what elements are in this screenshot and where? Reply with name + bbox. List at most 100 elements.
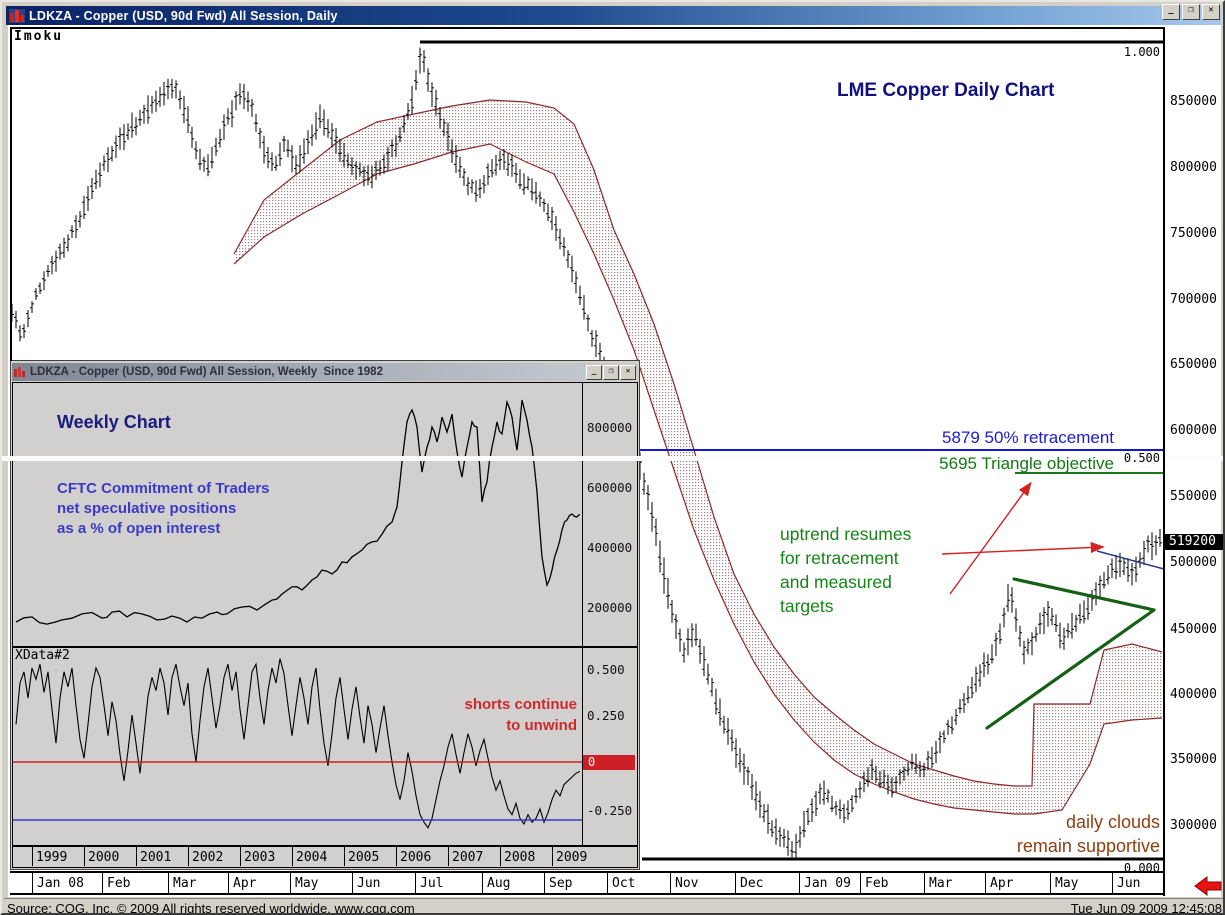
inset-app-icon xyxy=(14,367,25,377)
price-tick-label: 350000 xyxy=(1170,752,1217,767)
price-tick-label: 700000 xyxy=(1170,292,1217,307)
year-label: 2008 xyxy=(504,850,536,865)
clouds-annotation: daily clouds remain supportive xyxy=(1016,812,1160,856)
month-tick xyxy=(32,873,33,893)
plot-top-border xyxy=(10,27,1164,29)
price-tick-label: 500000 xyxy=(1170,555,1217,570)
price-tick-label: 750000 xyxy=(1170,226,1217,241)
month-tick xyxy=(985,873,986,893)
inset-minimize-button[interactable]: _ xyxy=(586,365,602,380)
status-bar: Source: CQG, Inc. © 2009 All rights rese… xyxy=(4,898,1223,915)
uptrend-annotation: uptrend resumes for retracement and meas… xyxy=(780,524,912,616)
inset-window-controls: _ ❐ ✕ xyxy=(586,365,636,380)
plot-left-border xyxy=(10,27,12,361)
month-tick xyxy=(482,873,483,893)
month-tick xyxy=(415,873,416,893)
year-tick xyxy=(344,847,345,866)
month-label: Apr xyxy=(990,876,1014,891)
plot-right-border xyxy=(1163,27,1165,896)
month-tick xyxy=(924,873,925,893)
weekly-chart-canvas[interactable] xyxy=(12,382,638,868)
inset-maximize-button[interactable]: ❐ xyxy=(603,365,619,380)
year-label: 2003 xyxy=(244,850,276,865)
inset-close-button[interactable]: ✕ xyxy=(620,365,636,380)
month-tick xyxy=(607,873,608,893)
month-tick xyxy=(228,873,229,893)
inset-year-axis: 1999 2000 2001 2002 2003 2004 2005 2006 2007 2008… xyxy=(12,845,638,868)
year-tick xyxy=(240,847,241,866)
year-tick xyxy=(32,847,33,866)
study2-label: XData#2 xyxy=(15,648,70,663)
year-label: 2005 xyxy=(348,850,380,865)
inset-tick-label: 400000 xyxy=(587,540,633,555)
inset-window-title: LDKZA - Copper (USD, 90d Fwd) All Sessio… xyxy=(30,366,383,378)
price-tick-label: 400000 xyxy=(1170,687,1217,702)
month-label: May xyxy=(1055,876,1079,891)
month-tick xyxy=(799,873,800,893)
month-label: Dec xyxy=(740,876,764,891)
weekly-title-annotation: Weekly Chart xyxy=(57,412,171,432)
cftc-annotation: CFTC Commitment of Traders net speculati… xyxy=(57,480,270,537)
inset-axis-separator xyxy=(582,383,583,845)
year-label: 2000 xyxy=(88,850,120,865)
status-source-text: Source: CQG, Inc. © 2009 All rights rese… xyxy=(7,901,415,915)
time-axis: Jan 08 Feb Mar Apr May Jun Jul Aug Sep Oct Nov Dec J… xyxy=(10,871,1164,895)
inset-pane-divider xyxy=(12,646,638,648)
objective-annotation: 5695 Triangle objective xyxy=(939,454,1114,473)
year-label: 2001 xyxy=(140,850,172,865)
retracement-annotation: 5879 50% retracement xyxy=(942,428,1114,447)
year-tick xyxy=(188,847,189,866)
month-label: May xyxy=(295,876,319,891)
month-tick xyxy=(544,873,545,893)
window-controls: _ ❐ ✕ xyxy=(1162,4,1220,20)
month-tick xyxy=(352,873,353,893)
window-title: LDKZA - Copper (USD, 90d Fwd) All Sessio… xyxy=(29,8,338,23)
month-tick xyxy=(168,873,169,893)
maximize-button[interactable]: ❐ xyxy=(1182,4,1200,20)
year-label: 1999 xyxy=(36,850,68,865)
year-tick xyxy=(448,847,449,866)
month-label: Jul xyxy=(420,876,444,891)
month-tick xyxy=(735,873,736,893)
month-tick xyxy=(1112,873,1113,893)
month-label: Jan 09 xyxy=(804,876,851,891)
price-tick-label: 600000 xyxy=(1170,423,1217,438)
main-title-bar[interactable]: LDKZA - Copper (USD, 90d Fwd) All Sessio… xyxy=(6,6,1221,25)
year-label: 2004 xyxy=(296,850,328,865)
inset-title-bar[interactable]: LDKZA - Copper (USD, 90d Fwd) All Sessio… xyxy=(12,363,638,381)
fib-low-label: 0.000 xyxy=(1123,861,1160,875)
month-tick xyxy=(670,873,671,893)
price-tick-label: 450000 xyxy=(1170,622,1217,637)
month-label: Jun xyxy=(1117,876,1141,891)
inset-tick-label: 0.500 xyxy=(587,662,625,677)
month-tick xyxy=(290,873,291,893)
month-label: Aug xyxy=(487,876,511,891)
month-label: Sep xyxy=(549,876,573,891)
last-price-badge: 519200 xyxy=(1165,534,1223,550)
price-tick-label: 850000 xyxy=(1170,94,1217,109)
year-label: 2007 xyxy=(452,850,484,865)
year-tick xyxy=(84,847,85,866)
year-tick xyxy=(552,847,553,866)
status-clock: Tue Jun 09 2009 12:45:08 xyxy=(1070,901,1222,915)
year-label: 2009 xyxy=(556,850,588,865)
shorts-annotation: shorts continue to unwind xyxy=(464,696,577,734)
inset-tick-label: 0.250 xyxy=(587,708,625,723)
minimize-button[interactable]: _ xyxy=(1162,4,1180,20)
fib-high-label: 1.000 xyxy=(1123,45,1160,59)
month-label: Feb xyxy=(107,876,131,891)
month-label: Oct xyxy=(612,876,636,891)
month-label: Mar xyxy=(173,876,197,891)
inset-tick-label: 800000 xyxy=(587,420,633,435)
month-tick xyxy=(102,873,103,893)
year-tick xyxy=(500,847,501,866)
close-button[interactable]: ✕ xyxy=(1202,4,1220,20)
year-label: 2006 xyxy=(400,850,432,865)
month-label: Mar xyxy=(929,876,953,891)
month-tick xyxy=(1050,873,1051,893)
year-tick xyxy=(292,847,293,866)
price-tick-label: 650000 xyxy=(1170,357,1217,372)
study-label: Imoku xyxy=(14,29,64,44)
month-label: Jun xyxy=(357,876,381,891)
